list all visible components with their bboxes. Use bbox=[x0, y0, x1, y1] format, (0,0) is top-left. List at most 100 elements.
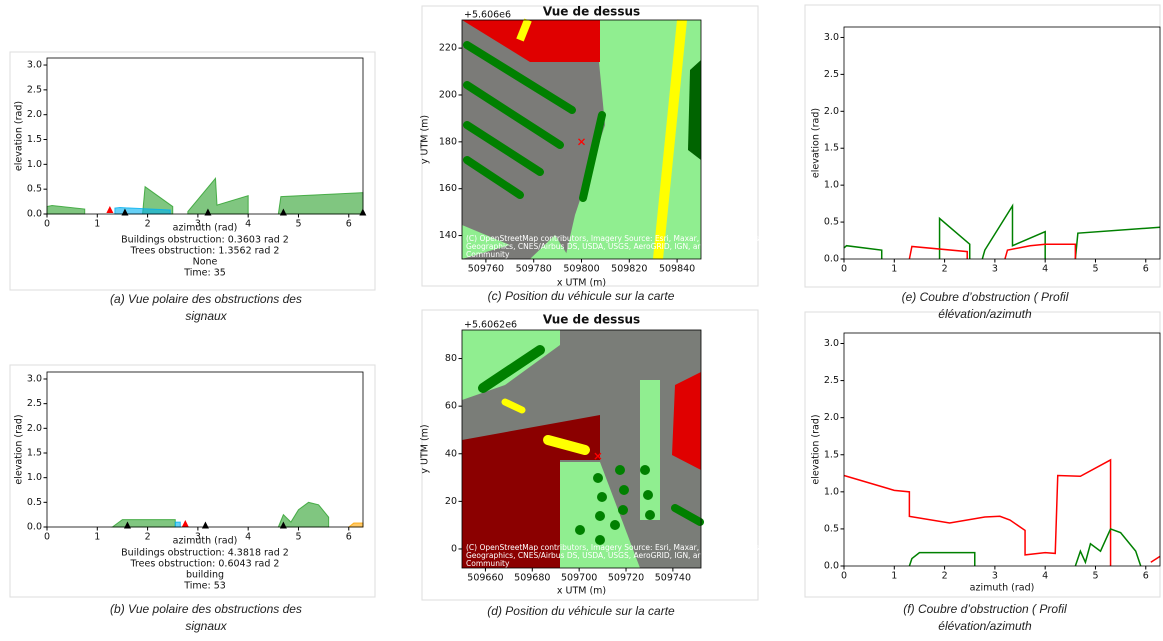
x-tick-label: 1 bbox=[94, 532, 100, 543]
y-tick-label: 20 bbox=[445, 496, 457, 507]
x-tick-label: 2 bbox=[942, 264, 948, 275]
x-axis-label: x UTM (m) bbox=[557, 586, 606, 597]
obstruction-line bbox=[908, 245, 968, 260]
y-tick-label: 1.5 bbox=[27, 134, 42, 145]
x-tick-label: 0 bbox=[841, 571, 847, 582]
y-tick-label: 0.5 bbox=[27, 497, 42, 508]
x-tick-label: 509720 bbox=[608, 573, 644, 584]
obstruction-info: building bbox=[186, 570, 224, 581]
obstruction-area bbox=[46, 205, 86, 215]
obstruction-area bbox=[187, 176, 249, 215]
figure-caption: signaux bbox=[185, 619, 227, 633]
y-tick-label: 0 bbox=[451, 543, 457, 554]
y-tick-label: 2.0 bbox=[824, 106, 839, 117]
plot-frame bbox=[46, 371, 364, 528]
satellite-marker bbox=[181, 520, 189, 528]
panel-frames bbox=[9, 4, 1161, 601]
x-tick-label: 0 bbox=[44, 532, 50, 543]
map-imagery bbox=[462, 330, 704, 568]
obstruction-line bbox=[908, 551, 976, 567]
y-tick-label: 160 bbox=[439, 183, 457, 194]
y-tick-label: 2.5 bbox=[27, 398, 42, 409]
chart-panel: (C) OpenStreetMap contributors, Imagery … bbox=[420, 313, 771, 619]
x-tick-label: 509660 bbox=[467, 573, 503, 584]
obstruction-line bbox=[1074, 527, 1142, 567]
y-tick-label: 1.5 bbox=[824, 449, 839, 460]
chart-title: Vue de dessus bbox=[543, 313, 640, 327]
x-tick-label: 509740 bbox=[655, 573, 691, 584]
obstruction-line bbox=[843, 458, 1112, 566]
obstruction-area bbox=[347, 522, 364, 528]
x-tick-label: 6 bbox=[346, 219, 352, 230]
x-tick-label: 6 bbox=[1143, 264, 1149, 275]
y-tick-label: 1.5 bbox=[824, 143, 839, 154]
chart-panel: 0 1 2 3 4 5 6 0.0 0.5 1.0 1.5 2.0 2.5 3.0 azimuth (rad… bbox=[14, 57, 367, 323]
y-tick-label: 1.0 bbox=[27, 159, 42, 170]
y-tick-label: 2.5 bbox=[27, 84, 42, 95]
x-tick-label: 3 bbox=[992, 571, 998, 582]
figure-caption: (b) Vue polaire des obstructions des bbox=[110, 602, 302, 616]
y-tick-label: 0.0 bbox=[27, 522, 42, 533]
y-axis-label: elevation (rad) bbox=[811, 414, 822, 484]
chart-panel: 0 1 2 3 4 5 6 0.0 0.5 1.0 1.5 2.0 2.5 3.0 azimuth (rad… bbox=[14, 371, 364, 633]
x-tick-label: 2 bbox=[145, 219, 151, 230]
y-axis-label: elevation (rad) bbox=[811, 108, 822, 178]
x-tick-label: 4 bbox=[245, 532, 251, 543]
map-attribution: (C) OpenStreetMap contributors, Imagery … bbox=[466, 234, 771, 243]
map-imagery bbox=[462, 18, 701, 260]
obstruction-line bbox=[981, 203, 1046, 260]
y-tick-label: 80 bbox=[445, 353, 457, 364]
obstruction-area bbox=[110, 519, 176, 528]
x-tick-label: 509760 bbox=[468, 264, 504, 275]
x-tick-label: 5 bbox=[295, 532, 301, 543]
chart-panel: (C) OpenStreetMap contributors, Imagery … bbox=[420, 5, 771, 304]
x-tick-label: 4 bbox=[1042, 264, 1048, 275]
map-attribution: (C) OpenStreetMap contributors, Imagery … bbox=[466, 543, 771, 552]
obstruction-line bbox=[843, 244, 883, 259]
obstruction-area bbox=[277, 501, 330, 528]
vehicle-marker bbox=[594, 452, 602, 460]
obstruction-info: Time: 35 bbox=[183, 268, 226, 279]
x-tick-label: 6 bbox=[346, 532, 352, 543]
y-tick-label: 180 bbox=[439, 136, 457, 147]
x-tick-label: 2 bbox=[145, 532, 151, 543]
y-tick-label: 0.5 bbox=[824, 217, 839, 228]
obstruction-area bbox=[277, 192, 364, 215]
axis-offset: +5.606e6 bbox=[464, 10, 511, 21]
satellite-marker bbox=[201, 521, 209, 529]
y-tick-label: 1.0 bbox=[27, 472, 42, 483]
x-tick-label: 0 bbox=[44, 219, 50, 230]
plot-frame bbox=[843, 332, 1161, 567]
y-tick-label: 0.5 bbox=[824, 523, 839, 534]
y-tick-label: 2.0 bbox=[824, 412, 839, 423]
chart-panel: 0 1 2 3 4 5 6 0.0 0.5 1.0 1.5 2.0 2.5 3.0 azimuth (rad… bbox=[811, 332, 1161, 633]
y-tick-label: 0.0 bbox=[824, 254, 839, 265]
y-tick-label: 0.0 bbox=[27, 209, 42, 220]
chart-title: Vue de dessus bbox=[543, 5, 640, 19]
figure-caption: élévation/azimuth bbox=[938, 307, 1032, 321]
figure-caption: élévation/azimuth bbox=[938, 619, 1032, 633]
obstruction-info: Buildings obstruction: 0.3603 rad 2 bbox=[121, 235, 289, 246]
obstruction-area bbox=[174, 521, 181, 528]
x-tick-label: 4 bbox=[1042, 571, 1048, 582]
figure-caption: (c) Position du véhicule sur la carte bbox=[488, 289, 675, 303]
plot-frame bbox=[46, 57, 364, 215]
obstruction-line bbox=[938, 216, 971, 259]
vehicle-marker bbox=[578, 138, 585, 146]
y-tick-label: 2.0 bbox=[27, 423, 42, 434]
map-attribution: Geographics, CNES/Airbus DS, USDA, USGS,… bbox=[466, 242, 757, 251]
x-tick-label: 3 bbox=[195, 532, 201, 543]
y-tick-label: 0.5 bbox=[27, 184, 42, 195]
x-tick-label: 5 bbox=[1092, 264, 1098, 275]
y-tick-label: 3.0 bbox=[27, 373, 42, 384]
y-tick-label: 3.0 bbox=[824, 32, 839, 43]
x-tick-label: 3 bbox=[992, 264, 998, 275]
plot-frame bbox=[843, 26, 1161, 260]
y-tick-label: 0.0 bbox=[824, 561, 839, 572]
map-attribution: Community bbox=[466, 250, 510, 259]
y-axis-label: y UTM (m) bbox=[420, 424, 431, 473]
x-tick-label: 509700 bbox=[561, 573, 597, 584]
obstruction-line bbox=[1074, 226, 1161, 260]
y-tick-label: 1.5 bbox=[27, 447, 42, 458]
